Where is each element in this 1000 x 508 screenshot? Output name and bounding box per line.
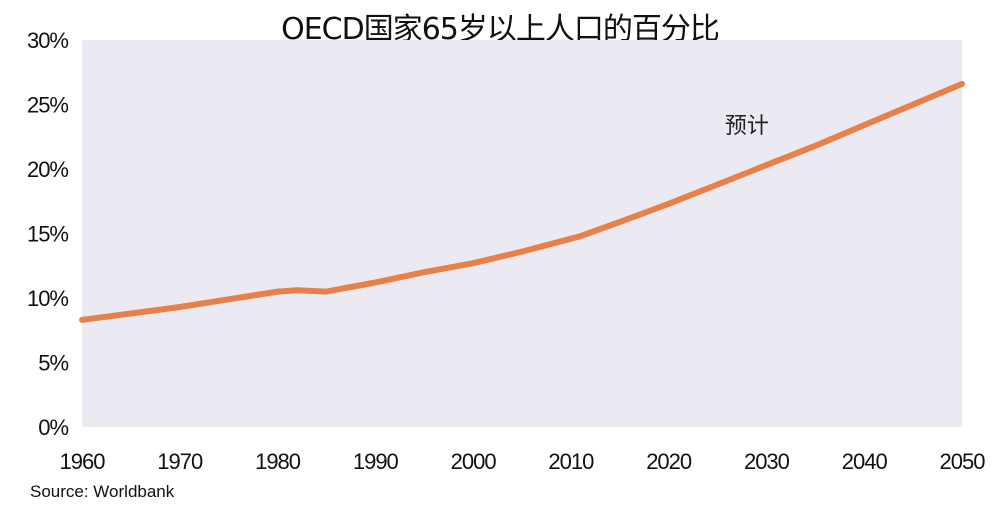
y-tick-label: 5% — [38, 351, 68, 376]
x-tick-label: 2050 — [940, 449, 986, 474]
x-tick-label: 1990 — [353, 449, 399, 474]
x-tick-label: 2030 — [744, 449, 790, 474]
y-tick-label: 15% — [27, 222, 68, 247]
x-axis-ticks: 1960 1970 1980 1990 2000 2010 2020 2030 2040 2050 — [60, 449, 987, 474]
x-tick-label: 2000 — [451, 449, 497, 474]
x-tick-label: 2010 — [548, 449, 594, 474]
y-axis-ticks: 0% 5% 10% 15% 20% 25% 30% — [27, 28, 69, 440]
series-lines — [79, 80, 965, 323]
x-tick-label: 2040 — [842, 449, 888, 474]
plot-area — [82, 40, 962, 427]
x-tick-label: 1980 — [255, 449, 301, 474]
x-tick-label: 2020 — [646, 449, 692, 474]
source-note: Source: Worldbank — [30, 482, 175, 501]
y-tick-label: 0% — [38, 415, 68, 440]
series-line — [79, 80, 965, 323]
y-tick-label: 30% — [27, 28, 68, 53]
x-tick-label: 1970 — [157, 449, 203, 474]
y-tick-label: 20% — [27, 157, 68, 182]
forecast-annotation: 预计 — [725, 114, 769, 139]
x-tick-label: 1960 — [60, 449, 106, 474]
y-tick-label: 10% — [27, 286, 68, 311]
y-tick-label: 25% — [27, 93, 68, 118]
annotations: 预计 — [725, 114, 769, 139]
